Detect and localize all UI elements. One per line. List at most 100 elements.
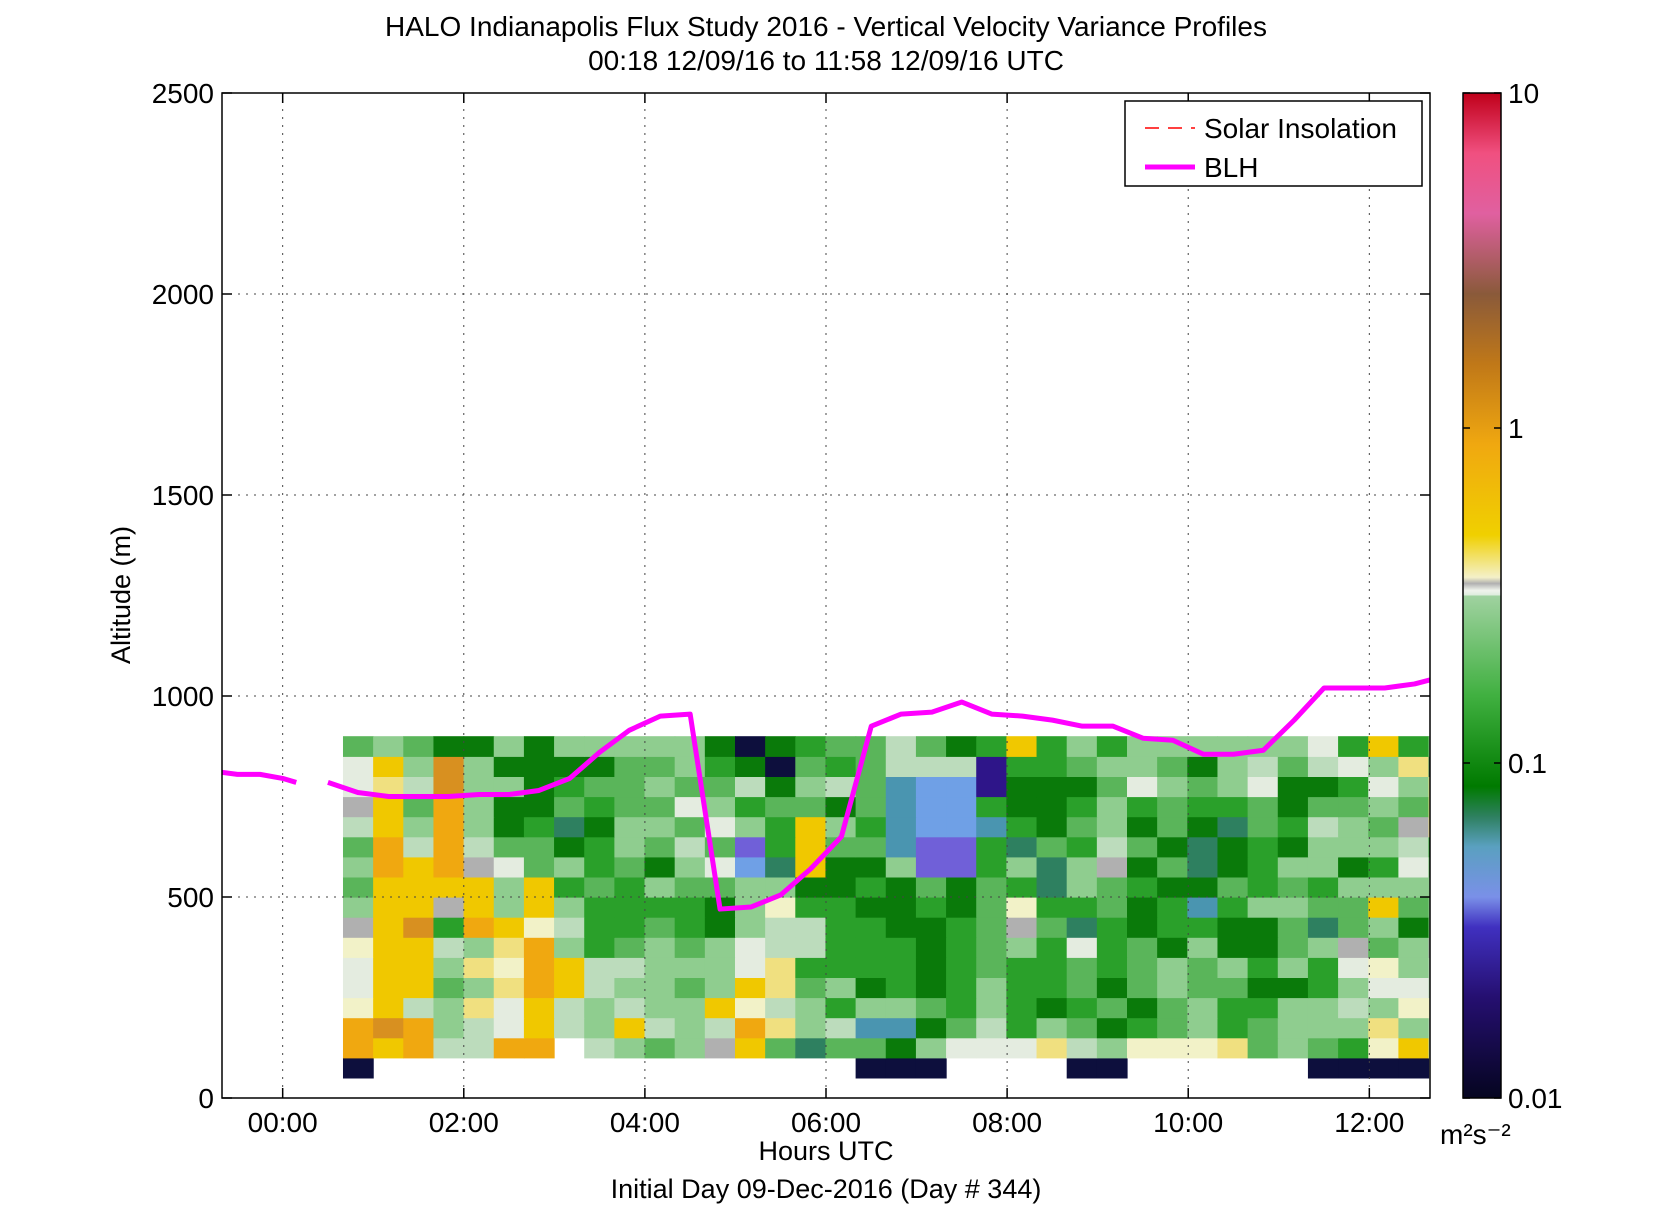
heatmap-cell bbox=[1549, 756, 1580, 777]
heatmap-cell bbox=[674, 876, 706, 898]
heatmap-cell bbox=[463, 736, 495, 757]
heatmap-cell bbox=[433, 816, 465, 838]
heatmap-cell bbox=[1338, 997, 1369, 1019]
heatmap-cell bbox=[976, 876, 1007, 898]
heatmap-cell bbox=[704, 997, 736, 1019]
heatmap-cell bbox=[1157, 776, 1188, 798]
heatmap-cell bbox=[1217, 856, 1249, 878]
heatmap-cell bbox=[1579, 837, 1610, 858]
heatmap-cell bbox=[915, 1037, 947, 1059]
heatmap-cell bbox=[946, 876, 977, 898]
heatmap-cell bbox=[1127, 796, 1158, 818]
heatmap-cell bbox=[1368, 836, 1399, 858]
heatmap-cell bbox=[765, 897, 796, 918]
heatmap-cell bbox=[433, 1017, 465, 1039]
heatmap-cell bbox=[885, 776, 917, 798]
heatmap-cell bbox=[644, 756, 676, 777]
axis-ticks: 00:00 02:00 04:00 06:00 08:00 10:00 12:00 0 500 1… bbox=[152, 78, 1430, 1138]
heatmap-cell bbox=[584, 856, 615, 878]
heatmap-cell bbox=[584, 957, 615, 978]
heatmap-cell bbox=[1066, 917, 1098, 938]
heatmap-cell bbox=[734, 957, 766, 978]
heatmap-cell bbox=[1096, 957, 1128, 978]
heatmap-cell bbox=[1398, 1057, 1430, 1079]
heatmap-cell bbox=[403, 836, 435, 858]
heatmap-cell bbox=[584, 897, 615, 918]
heatmap-cell bbox=[644, 977, 676, 999]
heatmap-cell bbox=[463, 1037, 495, 1059]
heatmap-cell bbox=[674, 736, 706, 757]
heatmap-cell bbox=[1127, 756, 1158, 777]
heatmap-cell bbox=[493, 977, 525, 999]
heatmap-cell bbox=[946, 1017, 977, 1039]
heatmap-cell bbox=[614, 937, 646, 958]
heatmap-cell bbox=[765, 997, 796, 1019]
heatmap-cell bbox=[674, 836, 706, 858]
legend: Solar Insolation BLH bbox=[1124, 100, 1423, 187]
x-axis-sublabel: Initial Day 09-Dec-2016 (Day # 344) bbox=[611, 1174, 1042, 1204]
heatmap-cell bbox=[915, 756, 947, 777]
heatmap-cell bbox=[825, 957, 857, 978]
heatmap-cell bbox=[1157, 876, 1188, 898]
heatmap-cell bbox=[1066, 836, 1098, 858]
heatmap-cell bbox=[1579, 1018, 1610, 1039]
heatmap-cell bbox=[1549, 857, 1580, 878]
heatmap-cell bbox=[704, 756, 736, 777]
heatmap-cell bbox=[674, 917, 706, 938]
heatmap-cell bbox=[1307, 957, 1339, 978]
heatmap-cell bbox=[825, 917, 857, 938]
heatmap-cell bbox=[1006, 937, 1038, 958]
heatmap-cell bbox=[1579, 917, 1610, 938]
heatmap-cell bbox=[1519, 957, 1550, 978]
heatmap-cell bbox=[1187, 897, 1219, 918]
heatmap-cell bbox=[1187, 1037, 1219, 1059]
heatmap-cell bbox=[1036, 816, 1068, 838]
heatmap-cell bbox=[885, 1057, 917, 1079]
heatmap-cell bbox=[493, 816, 525, 838]
heatmap-cell bbox=[795, 776, 827, 798]
heatmap-cell bbox=[403, 1037, 435, 1059]
heatmap-cell bbox=[523, 957, 555, 978]
heatmap-cell bbox=[885, 876, 917, 898]
heatmap-cell bbox=[765, 776, 796, 798]
heatmap-cell bbox=[1519, 857, 1550, 878]
heatmap-cell bbox=[1157, 1037, 1188, 1059]
heatmap-cell bbox=[734, 917, 766, 938]
heatmap-cell bbox=[614, 876, 646, 898]
heatmap-cell bbox=[554, 836, 585, 858]
heatmap-cell bbox=[765, 796, 796, 818]
heatmap-cell bbox=[342, 917, 374, 938]
heatmap-cell bbox=[1096, 856, 1128, 878]
heatmap-cell bbox=[1036, 796, 1068, 818]
heatmap-cell bbox=[855, 1037, 887, 1059]
heatmap-cell bbox=[976, 937, 1007, 958]
heatmap-cell bbox=[765, 1037, 796, 1059]
heatmap-cell bbox=[765, 957, 796, 978]
heatmap-cell bbox=[1187, 796, 1219, 818]
heatmap-cell bbox=[1066, 977, 1098, 999]
heatmap-cell bbox=[523, 836, 555, 858]
heatmap-cell bbox=[1368, 917, 1399, 938]
heatmap-cell bbox=[674, 816, 706, 838]
heatmap-cell bbox=[554, 856, 585, 878]
heatmap-cell bbox=[1368, 856, 1399, 878]
heatmap-cell bbox=[644, 876, 676, 898]
heatmap-cell bbox=[885, 756, 917, 777]
heatmap-cell bbox=[342, 876, 374, 898]
heatmap-cell bbox=[1549, 957, 1580, 978]
heatmap-cell bbox=[463, 796, 495, 818]
heatmap-cell bbox=[704, 876, 736, 898]
heatmap-cell bbox=[463, 917, 495, 938]
heatmap-cell bbox=[1247, 957, 1279, 978]
heatmap-cell bbox=[946, 897, 977, 918]
y-axis-label: Altitude (m) bbox=[106, 526, 136, 664]
heatmap-cell bbox=[1277, 816, 1309, 838]
heatmap-cell bbox=[855, 1017, 887, 1039]
heatmap-cell bbox=[795, 836, 827, 858]
chart-title: HALO Indianapolis Flux Study 2016 - Vert… bbox=[385, 11, 1267, 42]
heatmap-cell bbox=[1579, 937, 1610, 958]
heatmap-cell bbox=[1066, 897, 1098, 918]
heatmap-cell bbox=[1428, 756, 1430, 777]
heatmap-cell bbox=[1006, 836, 1038, 858]
heatmap-cell bbox=[1036, 957, 1068, 978]
